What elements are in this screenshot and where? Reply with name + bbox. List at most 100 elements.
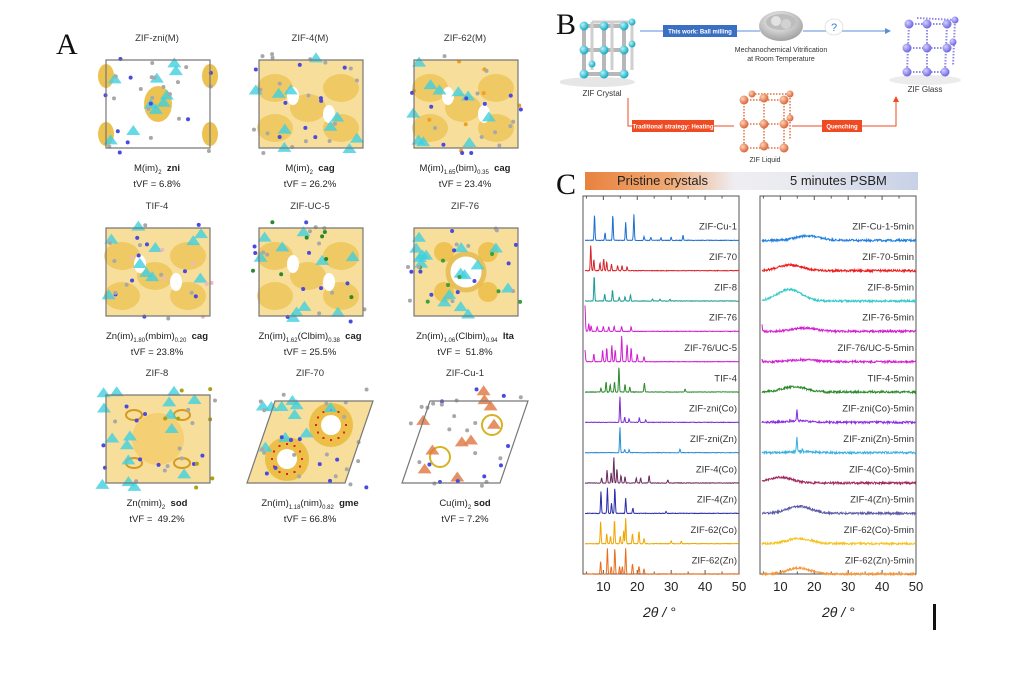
structure-cell: ZIF-Cu-1 Cu(im)2 sod tVF = 7.2%: [385, 367, 545, 525]
trace-label: ZIF-8: [714, 282, 737, 293]
xrd-chart-pristine: 10 20 30 40 50 ZIF-Cu-1 ZIF-70 ZIF-8 ZIF-76 ZIF-7…: [582, 195, 746, 594]
panel-b-letter: B: [556, 8, 577, 41]
trace-label: TIF-4-5min: [868, 373, 914, 384]
trace-label: ZIF-Cu-1: [699, 222, 737, 233]
trace-label: ZIF-76-5min: [862, 313, 914, 324]
trace-label: ZIF-Cu-1-5min: [852, 222, 914, 233]
structure-cell: ZIF-8 Zn(mim)2 sod tVF = 49.2%: [77, 367, 237, 525]
x-axis-label-right: 2θ / °: [822, 604, 855, 620]
structure-tvf: tVF = 26.2%: [283, 178, 337, 190]
zif-liquid-label: ZIF Liquid: [749, 157, 780, 164]
structure-title: ZIF-UC-5: [290, 201, 330, 212]
structure-cell: TIF-4 Zn(im)1.80(mbim)0.20 cag tVF = 23.8%: [77, 200, 237, 358]
xrd-trace: [584, 548, 740, 575]
structure-tvf: tVF = 49.2%: [129, 513, 185, 525]
condition-header-bar: Pristine crystals 5 minutes PSBM: [585, 172, 918, 190]
x-tick-label: 10: [596, 579, 610, 594]
zif-crystal-cube-icon: [560, 18, 636, 87]
xrd-trace: [761, 536, 916, 547]
xrd-chart-psbm: 10 20 30 40 50 ZIF-Cu-1-5min ZIF-70-5min ZIF-8-…: [759, 195, 923, 594]
heating-tag-label: Traditional strategy: Heating: [632, 125, 713, 131]
xrd-trace: [761, 384, 917, 395]
trace-label: ZIF-zni(Co): [689, 404, 737, 415]
xrd-trace: [584, 396, 740, 424]
structure-title: ZIF-zni(M): [135, 33, 179, 44]
crystal-structure-image: [401, 385, 529, 488]
structure-cell: ZIF-UC-5 Zn(im)1.62(Clbim)0.38 cag tVF = 2…: [230, 200, 390, 358]
trace-label: ZIF-zni(Zn)-5min: [843, 434, 914, 445]
structure-formula: Zn(mim)2 sod: [126, 498, 188, 511]
structure-tvf: tVF = 25.5%: [283, 346, 337, 358]
structure-title: TIF-4: [145, 201, 169, 212]
xrd-trace: [584, 305, 740, 333]
trace-label: ZIF-62(Co): [691, 525, 737, 536]
xrd-trace: [584, 367, 740, 394]
panel-c-letter: C: [556, 168, 577, 201]
zif-glass-label: ZIF Glass: [908, 85, 943, 94]
panel-a-letter: A: [56, 28, 78, 61]
structure-title: ZIF-4(M): [291, 33, 329, 44]
quenching-tag-label: Quenching: [826, 125, 858, 131]
crystal-structure-image: [246, 387, 374, 490]
structure-formula: M(im)1.65(bim)0.35 cag: [419, 163, 511, 176]
crystal-structure-image: [406, 226, 523, 319]
question-bubble-icon: ?: [824, 18, 844, 36]
crystal-structure-image: [98, 57, 218, 155]
structure-cell: ZIF-62(M) M(im)1.65(bim)0.35 cag tVF = 23.…: [385, 32, 545, 190]
xrd-trace: [761, 287, 917, 304]
x-tick-label: 40: [875, 579, 889, 594]
structure-formula: M(im)2 cag: [285, 163, 335, 176]
xrd-trace: [761, 565, 916, 577]
trace-label: ZIF-62(Co)-5min: [844, 525, 914, 536]
trace-label: ZIF-zni(Zn): [690, 434, 737, 445]
xrd-trace: [584, 427, 740, 454]
structure-formula: Cu(im)2 sod: [439, 498, 491, 511]
structure-formula: M(im)2 zni: [133, 163, 181, 176]
trace-label: ZIF-76/UC-5-5min: [837, 343, 914, 354]
structure-tvf: tVF = 51.8%: [437, 346, 493, 358]
xrd-trace: [585, 277, 740, 302]
trace-label: ZIF-70: [709, 252, 737, 263]
zif-liquid-cube-icon: [739, 90, 794, 153]
xrd-trace: [584, 457, 740, 485]
structure-tvf: tVF = 66.8%: [283, 513, 337, 525]
trace-label: TIF-4: [714, 373, 737, 384]
trace-label: ZIF-4(Zn)-5min: [850, 495, 914, 506]
trace-label: ZIF-62(Zn): [692, 555, 737, 566]
xrd-trace: [761, 262, 917, 274]
structure-formula: Zn(im)1.62(Clbim)0.38 cag: [258, 331, 362, 344]
structure-title: ZIF-Cu-1: [446, 368, 484, 379]
trace-label: ZIF-4(Co): [696, 464, 737, 475]
trace-label: ZIF-4(Co)-5min: [849, 464, 914, 475]
svg-text:?: ?: [831, 22, 837, 34]
scale-bar: [933, 604, 936, 630]
trace-label: ZIF-4(Zn): [697, 495, 737, 506]
zif-crystal-label: ZIF Crystal: [582, 89, 621, 98]
structure-cell: ZIF-4(M) M(im)2 cag tVF = 26.2%: [230, 32, 390, 190]
trace-label: ZIF-zni(Co)-5min: [842, 404, 914, 415]
x-axis-label-left: 2θ / °: [643, 604, 676, 620]
crystal-structure-image: [101, 220, 214, 321]
quenching-tag: [822, 120, 862, 132]
xrd-trace: [761, 233, 917, 244]
x-tick-label: 10: [773, 579, 787, 594]
structure-title: ZIF-62(M): [443, 33, 487, 44]
structure-tvf: tVF = 7.2%: [441, 513, 489, 525]
x-tick-label: 20: [630, 579, 644, 594]
xrd-trace: [761, 324, 917, 335]
x-tick-label: 20: [807, 579, 821, 594]
structure-tvf: tVF = 6.8%: [133, 178, 181, 190]
crystal-structure-image: [251, 220, 367, 324]
x-tick-label: 40: [698, 579, 712, 594]
x-tick-label: 30: [841, 579, 855, 594]
xrd-trace: [584, 487, 740, 515]
ball-mill-jar-icon: [759, 11, 803, 41]
xrd-trace: [761, 475, 916, 486]
structure-cell: ZIF-zni(M) M(im)2 zni tVF = 6.8%: [77, 32, 237, 190]
xrd-trace: [584, 214, 740, 242]
xrd-trace: [761, 356, 917, 365]
structure-formula: Zn(im)1.18(nim)0.82 gme: [261, 498, 359, 511]
x-tick-label: 50: [732, 579, 746, 594]
structure-title: ZIF-76: [451, 201, 479, 212]
header-psbm: 5 minutes PSBM: [790, 173, 887, 188]
